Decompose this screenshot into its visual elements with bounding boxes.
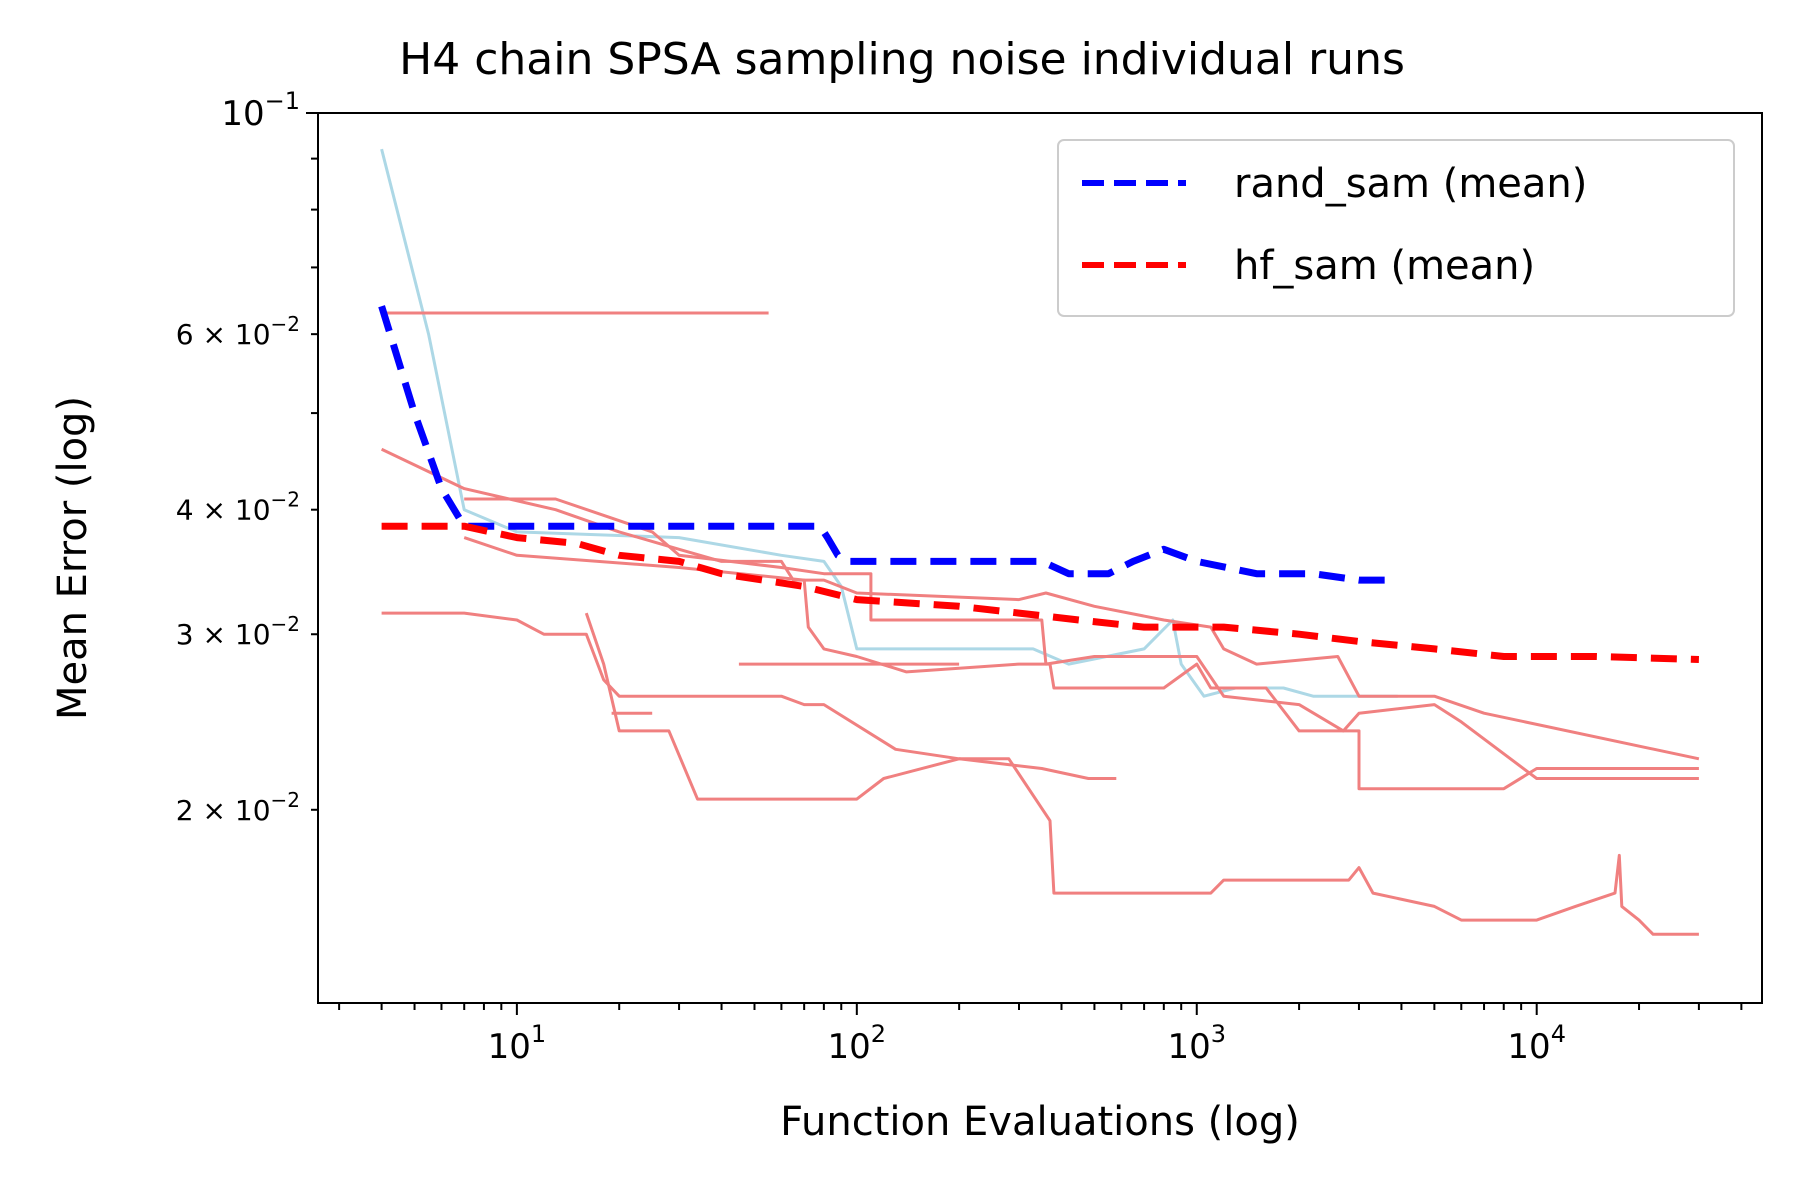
x-tick-label: 101 — [488, 1020, 547, 1067]
y-tick-label: 4 × 10−2 — [176, 488, 300, 527]
legend: rand_sam (mean) hf_sam (mean) — [1057, 139, 1735, 317]
plot-frame — [317, 112, 1763, 1004]
x-axis: 101 102 103 104 — [338, 1003, 1743, 1067]
run-line-4 — [380, 447, 1700, 761]
y-axis: 10−1 6 × 10−2 4 × 10−2 3 × 10−2 2 × 10−2 — [176, 87, 318, 827]
y-tick-label: 3 × 10−2 — [176, 612, 300, 651]
series-line-rand-sam-mean — [378, 305, 1398, 584]
legend-label-hf: hf_sam (mean) — [1234, 243, 1535, 289]
run-line-6 — [463, 536, 1699, 791]
x-tick-label: 103 — [1167, 1020, 1226, 1067]
y-tick-label: 10−1 — [221, 87, 300, 134]
x-tick-label: 104 — [1507, 1020, 1566, 1067]
x-tick-label: 102 — [828, 1020, 887, 1067]
y-axis-label: Mean Error (log) — [50, 396, 96, 720]
chart-title: H4 chain SPSA sampling noise individual … — [399, 34, 1405, 85]
y-tick-label: 6 × 10−2 — [176, 312, 300, 351]
x-axis-label: Function Evaluations (log) — [780, 1099, 1300, 1145]
y-tick-label: 2 × 10−2 — [176, 788, 300, 827]
run-line-8 — [584, 612, 1699, 936]
legend-box — [1057, 139, 1735, 317]
series-line-hf-sam-mean — [381, 522, 1700, 663]
legend-label-rand: rand_sam (mean) — [1234, 161, 1587, 207]
run-line-7 — [381, 611, 1117, 780]
